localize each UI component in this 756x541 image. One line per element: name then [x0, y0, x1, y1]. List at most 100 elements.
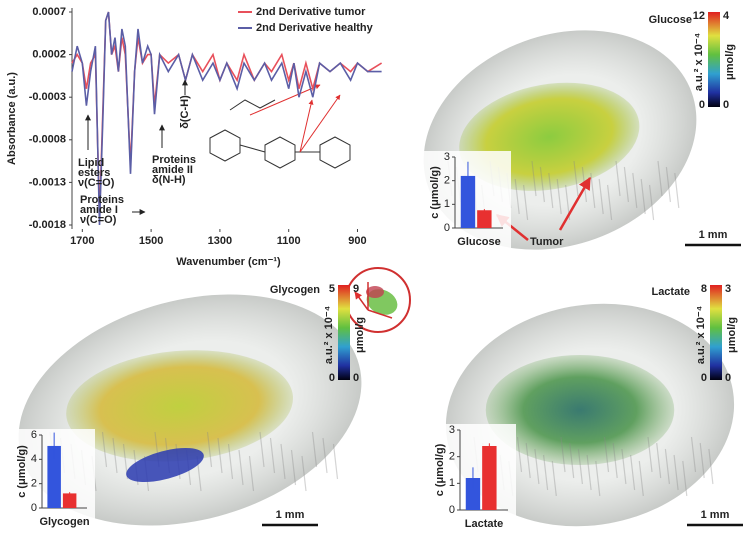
cbar-right-max: 3 [725, 283, 731, 295]
spectrum-line [71, 11, 383, 217]
tissue-streak [543, 454, 549, 491]
tissue-streak [690, 436, 697, 473]
inset-tick-label: 2 [449, 451, 455, 463]
tissue-streak [612, 442, 618, 479]
x-tick-label: 900 [348, 235, 366, 247]
tissue-streak [531, 160, 537, 197]
tissue-core [485, 355, 675, 465]
y-tick-label: -0.0018 [29, 219, 66, 231]
tissue-streak [269, 437, 276, 474]
tissue-streak [551, 460, 557, 497]
molecule-sketch [209, 84, 351, 169]
inset-x-label: Lactate [465, 518, 504, 530]
tissue-streak [673, 454, 679, 491]
annotation: δ(N-H) [152, 174, 186, 186]
y-tick-label: 0.0007 [32, 6, 66, 18]
tissue-streak [590, 172, 596, 209]
tissue-streak [607, 184, 613, 221]
tissue-streak [280, 443, 286, 480]
tissue-streak [217, 437, 223, 474]
scale-label: 1 mm [701, 509, 730, 521]
bar [47, 445, 61, 508]
tissue-streak [206, 431, 213, 468]
annotation: ν(C=O) [80, 214, 117, 226]
inset-tick-label: 0 [444, 222, 450, 234]
colorbar [708, 12, 720, 107]
x-tick-label: 1300 [208, 235, 232, 247]
tissue-streak [699, 442, 705, 479]
orientation-icon [345, 267, 411, 333]
tissue-core [66, 350, 294, 462]
tumor-region [126, 447, 204, 483]
spectrum-line [71, 11, 382, 226]
cbar-left-max: 12 [693, 10, 705, 22]
tissue-streak [621, 448, 627, 485]
spectrum-chart: 0.0007 0.0002 -0.0003 -0.0008 -0.0013 -0.0018… [6, 6, 383, 268]
tissue-streak [630, 454, 636, 491]
inset-tick-label: 2 [31, 478, 37, 490]
inset-tick-label: 3 [444, 151, 450, 163]
tissue-streak [674, 172, 680, 209]
scale-label: 1 mm [276, 509, 305, 521]
cbar-left-min: 0 [699, 99, 705, 111]
tissue-streak [101, 431, 108, 468]
tissue-streak [657, 160, 663, 197]
tissue-streak [664, 448, 670, 485]
inset-tick-label: 1 [449, 477, 455, 489]
inset-y-label: c (μmol/g) [16, 445, 28, 498]
inset-tick-label: 0 [449, 504, 455, 516]
inset-tick-label: 0 [31, 502, 37, 514]
cbar-unit-left: a.u.² x 10⁻⁴ [695, 306, 707, 364]
inset-tick-label: 3 [449, 424, 455, 436]
tissue-streak [560, 436, 566, 473]
cbar-unit-right: μmol/g [726, 317, 738, 353]
legend-label: 2nd Derivative tumor [256, 6, 366, 18]
tissue-streak [248, 455, 255, 492]
bar [482, 446, 497, 510]
annotation: amide I [80, 204, 118, 216]
scale-label: 1 mm [699, 229, 728, 241]
tissue-streak [259, 431, 265, 468]
annotation: amide II [152, 164, 193, 176]
annotation: δ(C-H) [179, 95, 191, 129]
tissue-streak [516, 436, 523, 473]
tissue-streak [656, 442, 662, 479]
panel-title: Lactate [651, 286, 690, 298]
cbar-unit-left: a.u.² x 10⁻⁴ [693, 33, 705, 91]
tissue-streak [573, 160, 579, 197]
tissue-streak [322, 437, 328, 474]
cbar-right-max: 9 [353, 283, 359, 295]
panel-title: Glycogen [270, 284, 320, 296]
tissue-streak [290, 449, 297, 486]
tissue-streak [598, 178, 604, 215]
tissue-streak [577, 448, 583, 485]
y-tick-label: 0.0002 [32, 49, 66, 61]
x-tick-label: 1100 [277, 235, 301, 247]
tissue-streak [632, 172, 638, 209]
annotation: Proteins [80, 194, 124, 206]
tissue-streak [647, 436, 653, 473]
cbar-unit-right: μmol/g [724, 44, 736, 80]
cbar-right-min: 0 [725, 372, 731, 384]
colorbar [710, 285, 722, 380]
cbar-left-min: 0 [329, 372, 335, 384]
cbar-left-min: 0 [701, 372, 707, 384]
tumor-label: Tumor [530, 236, 564, 248]
cbar-right-max: 4 [723, 10, 730, 22]
y-tick-label: -0.0008 [29, 134, 66, 146]
tumor-arrow [558, 176, 592, 231]
tissue-streak [548, 172, 554, 209]
bar [62, 493, 77, 508]
tissue-streak [649, 184, 655, 221]
tissue-streak [595, 460, 601, 497]
y-tick-label: -0.0003 [29, 91, 66, 103]
tissue-streak [615, 160, 621, 197]
tissue-streak [112, 437, 118, 474]
panel-title: Glucose [649, 14, 692, 26]
annotation: Lipid [78, 157, 104, 169]
x-tick-label: 1700 [70, 235, 94, 247]
tissue-streak [623, 166, 629, 203]
bar [465, 478, 481, 510]
